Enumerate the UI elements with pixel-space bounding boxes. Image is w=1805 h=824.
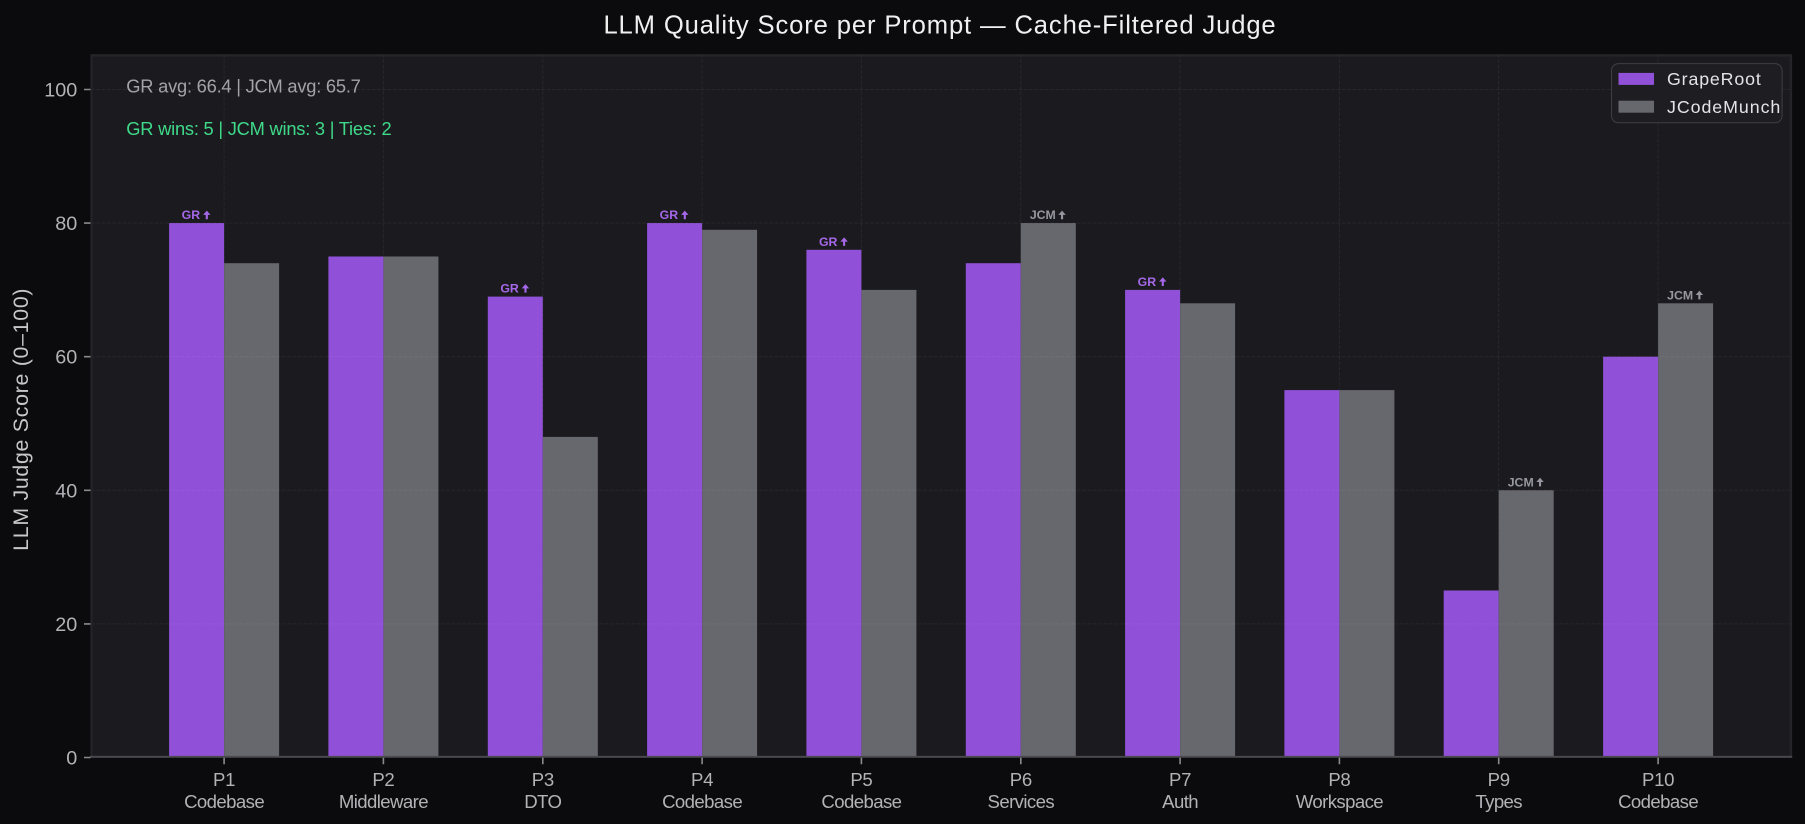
svg-text:DTO: DTO xyxy=(524,791,561,812)
svg-text:GR: GR xyxy=(1138,275,1157,289)
svg-text:100: 100 xyxy=(44,80,77,102)
svg-text:JCM: JCM xyxy=(1508,475,1534,489)
svg-text:Auth: Auth xyxy=(1162,791,1198,812)
svg-text:Services: Services xyxy=(988,791,1055,812)
svg-text:Types: Types xyxy=(1475,791,1522,812)
svg-text:P3: P3 xyxy=(532,769,554,790)
svg-text:P7: P7 xyxy=(1169,769,1191,790)
svg-text:80: 80 xyxy=(55,213,77,235)
svg-text:Middleware: Middleware xyxy=(339,791,428,812)
svg-text:Codebase: Codebase xyxy=(184,791,264,812)
svg-text:GrapeRoot: GrapeRoot xyxy=(1667,69,1762,89)
svg-text:JCodeMunch: JCodeMunch xyxy=(1667,97,1781,117)
svg-text:P1: P1 xyxy=(213,769,235,790)
svg-text:Codebase: Codebase xyxy=(821,791,901,812)
svg-text:60: 60 xyxy=(55,347,77,369)
svg-text:P8: P8 xyxy=(1328,769,1350,790)
svg-text:40: 40 xyxy=(55,480,77,502)
svg-text:0: 0 xyxy=(66,748,77,770)
svg-text:P9: P9 xyxy=(1488,769,1510,790)
svg-text:P5: P5 xyxy=(850,769,872,790)
svg-text:GR: GR xyxy=(819,235,838,249)
svg-text:P2: P2 xyxy=(372,769,394,790)
svg-text:P10: P10 xyxy=(1642,769,1674,790)
svg-text:Codebase: Codebase xyxy=(662,791,742,812)
svg-text:JCM: JCM xyxy=(1667,288,1693,302)
svg-text:LLM Judge Score (0–100): LLM Judge Score (0–100) xyxy=(9,288,33,551)
svg-text:LLM Quality Score per Prompt —: LLM Quality Score per Prompt — Cache-Fil… xyxy=(603,12,1276,40)
svg-text:GR wins: 5 | JCM wins: 3 | Tie: GR wins: 5 | JCM wins: 3 | Ties: 2 xyxy=(126,118,391,139)
svg-text:20: 20 xyxy=(55,614,77,636)
svg-text:Workspace: Workspace xyxy=(1296,791,1384,812)
svg-text:GR: GR xyxy=(500,282,519,296)
svg-text:P6: P6 xyxy=(1010,769,1032,790)
svg-text:Codebase: Codebase xyxy=(1618,791,1698,812)
svg-text:GR: GR xyxy=(660,208,679,222)
svg-text:GR avg: 66.4 | JCM avg: 65.7: GR avg: 66.4 | JCM avg: 65.7 xyxy=(126,75,360,96)
svg-text:JCM: JCM xyxy=(1030,208,1056,222)
svg-text:GR: GR xyxy=(182,208,201,222)
svg-text:P4: P4 xyxy=(691,769,713,790)
